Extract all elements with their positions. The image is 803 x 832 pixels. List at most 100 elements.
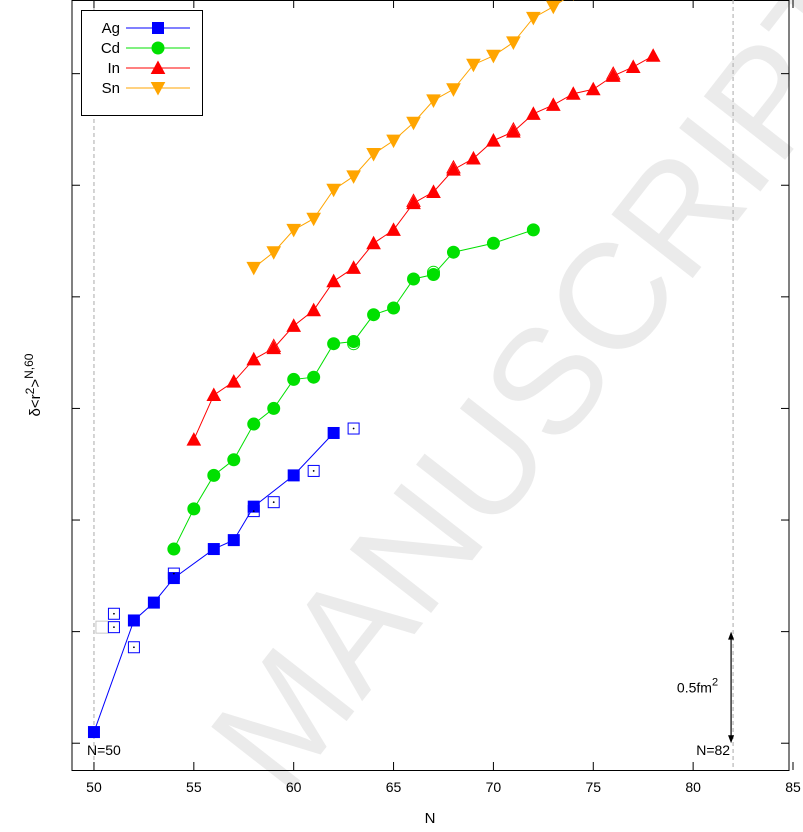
data-series [87,0,661,739]
in-point [246,351,262,366]
annotation-n50: N=50 [87,742,121,758]
in-point [645,48,661,62]
ag-open-point-center-dot [272,501,275,504]
cd-point [446,245,460,259]
in-open-point [266,338,282,352]
ag-open-point-center-dot [113,612,115,615]
sn-point [386,134,401,149]
x-axis-label: N [425,810,436,827]
ag-open-point-center-dot [113,626,115,629]
x-tick-label: 55 [186,779,202,795]
cd-point [526,223,540,237]
sn-point [286,223,302,238]
sn-point [266,246,282,260]
annotation-n82: N=82 [696,742,730,758]
ag-open-point [247,505,260,518]
in-point [406,195,421,210]
sn-point [326,183,341,198]
in-open-point [506,121,521,136]
ag-open-point [307,464,320,477]
ag-open-point [107,607,120,620]
sn-point [526,11,541,26]
sn-point [466,58,481,73]
ag-open-point-center-dot [312,470,315,472]
x-tick-label: 65 [386,779,402,795]
x-tick-label: 75 [585,779,601,795]
ag-open-point [347,422,360,435]
series-in [186,48,661,446]
cd-point [227,453,241,467]
in-open-point [406,193,421,207]
in-point [306,302,322,317]
in-point [526,106,541,120]
series-cd [167,223,540,556]
ag-faint-point [95,620,109,634]
in-point [426,184,441,198]
sn-point [486,49,501,64]
ag-point [287,469,300,482]
cd-point [267,401,281,415]
in-point [386,222,401,236]
in-point [565,86,581,100]
in-point [446,162,461,176]
ag-open-point-center-dot [252,510,255,513]
in-open-point [605,66,621,80]
legend-label-in: In [107,60,120,77]
cd-point [307,370,321,384]
sn-point [366,148,381,162]
sn-point [545,0,561,15]
ag-point [327,426,340,439]
in-point [585,81,601,96]
ag-point [147,596,160,609]
in-point [206,387,222,402]
reference-lines [93,0,734,770]
ag-open-point [107,621,120,634]
y-label-sup: N,60 [22,353,36,379]
cd-point [167,542,181,556]
legend-marker-cd [151,41,165,55]
series-sn [246,0,574,276]
legend-marker-sn [150,82,166,96]
ag-open-point-center-dot [352,427,355,430]
cd-point [387,301,401,315]
in-point [366,235,381,250]
in-point [286,318,302,332]
y-label-part: δ<r [27,394,44,416]
ag-open-point-center-dot [133,646,135,649]
cd-point [187,502,201,516]
cd-open-point [347,337,361,351]
ag-open-point [127,641,140,654]
in-point [625,59,641,73]
cd-point [407,272,421,286]
scale-bar-arrow-up [728,631,735,640]
sn-point [506,36,521,50]
legend-label-ag: Ag [102,20,120,37]
y-label-part: > [27,379,44,388]
ag-point [87,726,100,739]
ag-point [227,534,240,547]
cd-open-point [426,265,440,279]
sn-point [346,170,361,184]
legend: Ag Cd In Sn [81,10,203,116]
sn-point [406,116,421,131]
in-point [486,133,501,147]
x-tick-label: 50 [86,779,102,795]
y-label-sup: 2 [23,387,37,394]
in-point [346,260,361,274]
ag-point [207,543,220,556]
in-open-point [446,159,461,174]
sn-point [306,212,322,227]
cd-point [367,308,381,322]
cd-point [207,468,221,482]
x-tick-label: 70 [486,779,502,795]
annotations: N=50 N=82 0.5fm2 [87,631,735,758]
sn-point [446,83,461,97]
x-tick-label: 60 [286,779,302,795]
legend-box [81,10,203,116]
ag-open-point-center-dot [172,572,175,575]
ag-open-point [267,496,280,509]
sn-point [246,261,262,276]
legend-label-cd: Cd [101,40,120,57]
cd-point [327,337,341,351]
scale-bar-arrow-down [728,735,735,744]
